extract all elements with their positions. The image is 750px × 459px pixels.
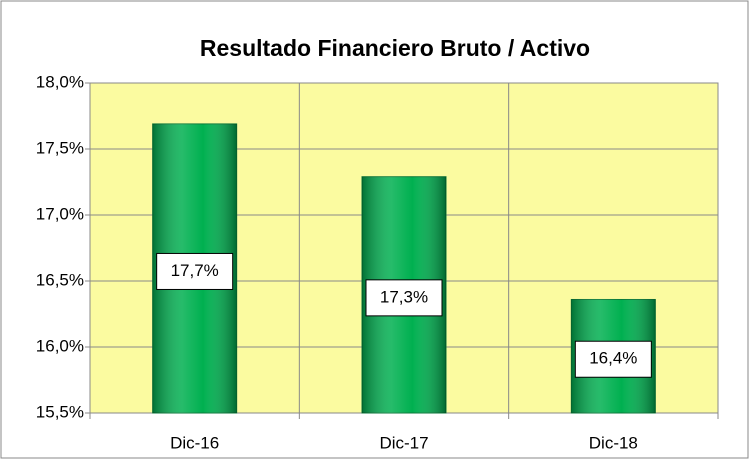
x-tick-label: Dic-18 bbox=[589, 433, 638, 452]
data-label-box bbox=[365, 279, 443, 317]
x-tick-label: Dic-17 bbox=[379, 433, 428, 452]
y-tick-label: 16,0% bbox=[36, 336, 84, 355]
chart-title: Resultado Financiero Bruto / Activo bbox=[200, 35, 590, 61]
data-label: 17,7% bbox=[171, 261, 219, 280]
data-label: 16,4% bbox=[589, 349, 637, 368]
y-tick-label: 18,0% bbox=[36, 72, 84, 91]
data-label-box bbox=[574, 340, 652, 378]
data-label: 17,3% bbox=[380, 287, 428, 306]
x-tick-label: Dic-16 bbox=[170, 433, 219, 452]
y-tick-label: 17,5% bbox=[36, 138, 84, 157]
data-label-box bbox=[156, 252, 234, 290]
y-tick-label: 15,5% bbox=[36, 402, 84, 421]
y-tick-label: 16,5% bbox=[36, 270, 84, 289]
y-tick-label: 17,0% bbox=[36, 204, 84, 223]
